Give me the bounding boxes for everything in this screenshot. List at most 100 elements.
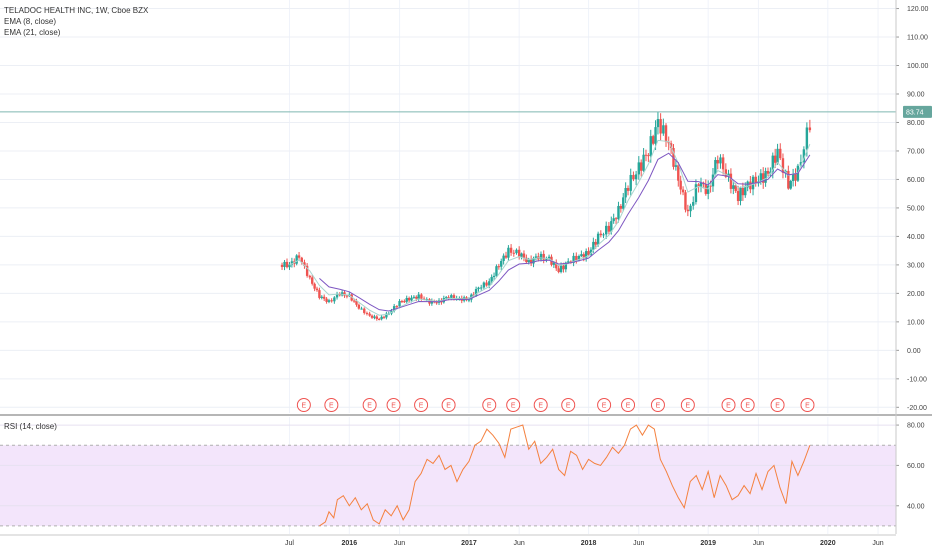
candle-body <box>467 299 471 301</box>
candle-body <box>610 221 613 232</box>
candle-body <box>517 249 521 257</box>
candle-body <box>649 136 652 156</box>
candle-body <box>773 155 777 163</box>
candle-body <box>552 262 556 265</box>
candle-body <box>769 171 772 174</box>
candle-body <box>651 136 655 144</box>
candle-body <box>779 148 782 159</box>
earnings-event-label: E <box>626 403 631 410</box>
candle-body <box>472 294 475 296</box>
candle-body <box>679 180 682 190</box>
candle-body <box>759 173 763 182</box>
candle-body <box>716 159 719 164</box>
earnings-event-marker <box>770 398 785 412</box>
y-tick-label: 90.00 <box>907 91 925 98</box>
candle-body <box>754 176 757 184</box>
candle-body <box>577 256 581 261</box>
candle-body <box>547 256 551 259</box>
candle-body <box>564 262 568 270</box>
y-tick-label: 120.00 <box>907 6 929 13</box>
candle-body <box>562 265 565 270</box>
candle-body <box>300 257 303 263</box>
candle-body <box>305 265 309 276</box>
candle-body <box>335 294 339 298</box>
candle-body <box>477 287 480 290</box>
x-tick-label: 2016 <box>342 540 358 547</box>
candle-body <box>555 262 558 269</box>
candle-body <box>504 255 508 258</box>
earnings-event-marker <box>800 398 815 412</box>
candle-body <box>602 234 605 236</box>
candle-body <box>435 302 438 304</box>
candle-body <box>333 297 336 302</box>
chart-title: TELADOC HEALTH INC, 1W, Cboe BZX <box>4 6 149 15</box>
candle-body <box>445 297 448 299</box>
candle-body <box>694 184 698 203</box>
candle-body <box>509 247 513 253</box>
candle-body <box>689 205 692 212</box>
candle-body <box>647 155 650 157</box>
candle-body <box>791 174 795 181</box>
candle-body <box>587 251 590 255</box>
candle-body <box>520 253 523 257</box>
candle-body <box>706 185 710 194</box>
candle-body <box>714 159 717 175</box>
candle-body <box>799 162 803 166</box>
candle-body <box>525 257 528 263</box>
candle-body <box>474 289 478 296</box>
candle-body <box>584 251 588 259</box>
candle-body <box>370 315 374 318</box>
x-tick-label: 2017 <box>461 540 477 547</box>
candle-body <box>629 174 632 191</box>
candle-body <box>776 148 779 163</box>
candle-body <box>485 282 488 286</box>
candle-body <box>624 188 627 198</box>
candle-body <box>686 209 690 212</box>
earnings-event-marker <box>362 398 377 412</box>
earnings-event-marker <box>721 398 736 412</box>
candle-body <box>378 318 381 320</box>
rsi-tick-label: 40.00 <box>907 503 925 510</box>
candle-body <box>580 254 583 257</box>
candle-body <box>290 261 294 265</box>
candle-body <box>605 225 608 235</box>
earnings-event-marker <box>740 398 755 412</box>
candle-body <box>669 143 673 149</box>
candle-body <box>794 174 797 181</box>
candle-body <box>592 241 595 250</box>
y-tick-label: 30.00 <box>907 262 925 269</box>
candle-body <box>303 262 306 266</box>
earnings-event-label: E <box>602 403 607 410</box>
x-tick-label: Jun <box>872 540 883 547</box>
candle-body <box>355 300 358 305</box>
earnings-event-marker <box>561 398 576 412</box>
earnings-event-marker <box>650 398 665 412</box>
candle-body <box>343 292 346 296</box>
chart-legend: TELADOC HEALTH INC, 1W, Cboe BZX EMA (8,… <box>4 5 148 38</box>
candle-body <box>417 294 420 299</box>
candle-body <box>766 170 770 174</box>
earnings-event-label: E <box>566 403 571 410</box>
earnings-event-label: E <box>726 403 731 410</box>
candle-body <box>410 297 413 301</box>
candle-body <box>352 300 356 302</box>
candle-body <box>634 174 638 180</box>
candle-body <box>497 266 501 268</box>
earnings-event-label: E <box>487 403 492 410</box>
candle-body <box>288 264 291 268</box>
candle-body <box>425 299 428 301</box>
candle-body <box>596 233 600 245</box>
earnings-event-marker <box>386 398 401 412</box>
candle-body <box>764 170 767 183</box>
candle-body <box>771 155 774 172</box>
candle-body <box>363 308 366 313</box>
candle-body <box>802 149 806 163</box>
candle-body <box>283 261 286 267</box>
candle-body <box>594 241 597 245</box>
candle-body <box>808 127 812 131</box>
candle-body <box>375 316 379 319</box>
earnings-event-marker <box>506 398 521 412</box>
earnings-event-label: E <box>391 403 396 410</box>
x-tick-label: 2019 <box>700 540 716 547</box>
